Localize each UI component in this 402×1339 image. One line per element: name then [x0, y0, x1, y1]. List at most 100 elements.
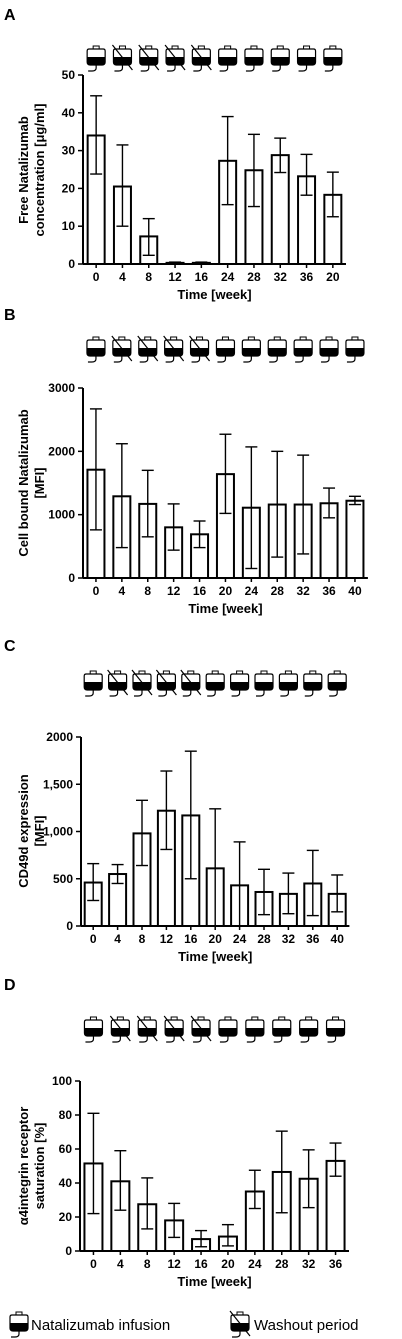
- infusion-bag-icon: [205, 670, 225, 697]
- infusion-bag-icon: [86, 45, 106, 72]
- bag-tube: [193, 1036, 202, 1043]
- x-tick-label: 20: [219, 584, 233, 598]
- bag-tube: [85, 1036, 95, 1043]
- bag-fluid: [294, 348, 313, 356]
- crossed-infusion-bag-icon: [190, 1015, 212, 1043]
- x-tick-label: 20: [326, 270, 340, 284]
- bag-tube: [166, 1036, 175, 1043]
- infusion-bag-icon: [299, 1016, 319, 1043]
- x-tick-label: 4: [117, 1257, 124, 1271]
- bag-tube: [269, 356, 278, 363]
- x-tick-label: 24: [221, 270, 235, 284]
- bag-fluid: [271, 57, 290, 65]
- washout-cross: [111, 44, 133, 71]
- bag-tube: [207, 690, 216, 697]
- panel-letter: B: [4, 307, 16, 324]
- x-tick-label: 24: [233, 932, 247, 946]
- x-tick-label: 36: [322, 584, 336, 598]
- crossed-infusion-bag-icon: [164, 44, 186, 72]
- infusion-bag-icon: [270, 45, 290, 72]
- crossed-infusion-bag-icon: [155, 669, 177, 697]
- chart-panel-b: B 0 1000 2000 3000 0 4 8 12 16 20 24 28 32 36 40 Time [w…: [4, 307, 368, 616]
- y-tick-label: 0: [68, 257, 75, 271]
- x-tick-label: 28: [275, 1257, 289, 1271]
- infusion-bag-icon: [83, 670, 103, 697]
- x-tick-label: 24: [248, 1257, 262, 1271]
- infusion-bag-icon: [215, 336, 236, 363]
- crossed-infusion-bag-icon: [131, 669, 153, 697]
- washout-cross: [155, 669, 177, 696]
- infusion-bag-icon: [272, 1016, 292, 1043]
- x-axis-label: Time [week]: [177, 287, 251, 302]
- x-tick-label: 12: [168, 270, 182, 284]
- bag-fluid: [218, 1028, 237, 1036]
- infusion-bag-icon: [86, 336, 106, 363]
- bag-tube: [158, 690, 167, 697]
- bag-tube: [167, 65, 176, 72]
- infusion-bag-icon: [267, 336, 287, 363]
- y-tick-label: 1000: [48, 508, 75, 522]
- x-tick-label: 8: [144, 1257, 151, 1271]
- bag-fluid: [328, 682, 347, 690]
- y-tick-label: 500: [53, 872, 73, 886]
- bag-tube: [295, 356, 304, 363]
- crossed-infusion-bag-icon: [107, 669, 129, 697]
- x-tick-label: 8: [139, 932, 146, 946]
- bag-fluid: [86, 348, 105, 356]
- bag-tube: [109, 690, 119, 697]
- bag-tube: [113, 356, 123, 363]
- bag-tube: [134, 690, 143, 697]
- y-tick-label: 10: [62, 219, 76, 233]
- bag-fluid: [299, 1028, 318, 1036]
- y-axis-label: α4integrin receptor: [16, 1107, 31, 1226]
- x-tick-label: 36: [329, 1257, 343, 1271]
- bag-tube: [193, 65, 202, 72]
- y-tick-label: 0: [68, 571, 75, 585]
- y-tick-label: 100: [52, 1074, 72, 1088]
- bag-fluid: [279, 682, 298, 690]
- infusion-bag-icon: [327, 670, 347, 697]
- chart-panel-a: A 0 10 20 30 40 50 0 4 8 12 16 24 28 32 36 20 Time [week]…: [4, 7, 346, 302]
- bag-fluid: [345, 348, 364, 356]
- y-axis-label: [MFI]: [32, 467, 47, 498]
- bag-tube: [182, 690, 192, 697]
- bar: [345, 499, 365, 580]
- y-tick-label: 2000: [48, 444, 75, 458]
- y-tick-label: 40: [62, 106, 76, 120]
- y-axis-label: concentration [μg/ml]: [32, 104, 47, 237]
- y-tick-label: 1,000: [43, 825, 73, 839]
- washout-cross: [180, 669, 202, 696]
- x-tick-label: 20: [221, 1257, 235, 1271]
- y-tick-label: 50: [62, 68, 76, 82]
- infusion-bag-icon: [293, 336, 313, 363]
- bag-tube: [87, 356, 97, 363]
- infusion-bag-icon: [254, 670, 274, 697]
- crossed-infusion-bag-icon: [138, 44, 160, 72]
- bag-tube: [219, 65, 229, 72]
- crossed-infusion-bag-icon: [180, 669, 202, 697]
- bag-fluid: [323, 57, 342, 65]
- x-tick-label: 40: [348, 584, 362, 598]
- x-tick-label: 24: [245, 584, 259, 598]
- bag-tube: [321, 356, 330, 363]
- bag-fluid: [297, 57, 316, 65]
- washout-cross: [190, 44, 212, 71]
- panel-letter: A: [4, 7, 16, 24]
- x-tick-label: 0: [90, 932, 97, 946]
- bag-fluid: [244, 57, 263, 65]
- y-axis-label: [MFI]: [32, 815, 47, 846]
- x-tick-label: 16: [195, 270, 209, 284]
- bag-tube: [329, 690, 338, 697]
- y-axis-label: Free Natalizumab: [16, 116, 31, 224]
- x-tick-label: 16: [184, 932, 198, 946]
- crossed-infusion-bag-icon: [163, 1015, 185, 1043]
- bag-fluid: [245, 1028, 264, 1036]
- bag-tube: [140, 65, 150, 72]
- infusion-bag-icon: [319, 336, 339, 363]
- washout-cross: [163, 335, 185, 362]
- x-tick-label: 4: [119, 270, 126, 284]
- y-axis-label: Cell bound Natalizumab: [16, 409, 31, 556]
- bag-fluid: [87, 57, 106, 65]
- infusion-bag-icon: [241, 336, 261, 363]
- infusion-bag-icon: [83, 1016, 104, 1043]
